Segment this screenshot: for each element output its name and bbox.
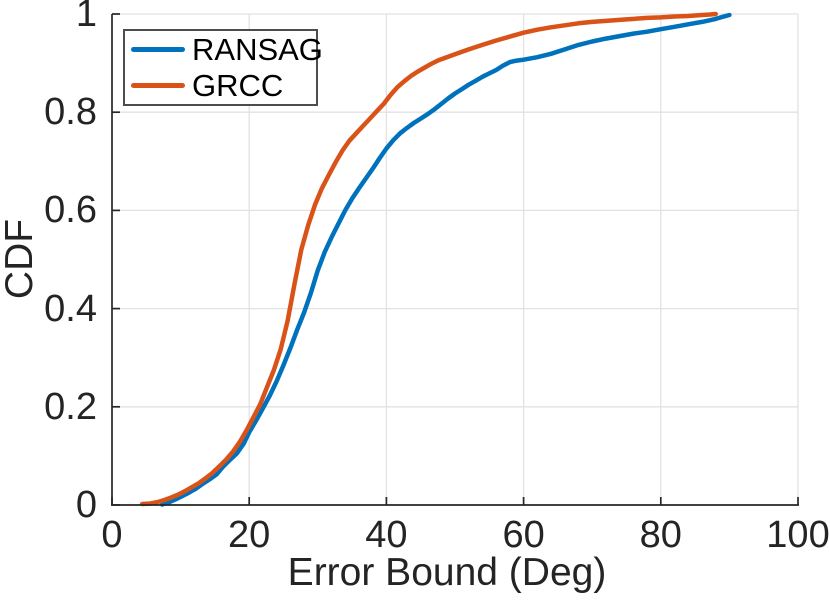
legend: RANSAG GRCC: [123, 29, 323, 106]
curve-layer: [139, 11, 732, 507]
y-tick-label: 0.4: [44, 287, 97, 330]
x-tick-label: 60: [502, 514, 545, 556]
x-tick-label: 0: [101, 514, 123, 556]
curve-grcc: [139, 11, 718, 507]
legend-line-swatch-grcc: [131, 83, 185, 89]
y-tick-label: 0: [75, 484, 97, 526]
x-tick-label: 80: [639, 514, 682, 556]
x-axis-label: Error Bound (Deg): [287, 551, 607, 594]
legend-line-swatch-ransag: [131, 46, 185, 52]
curve-ransag: [159, 12, 732, 507]
legend-label: RANSAG: [192, 31, 323, 67]
y-tick-label: 0.6: [44, 189, 97, 232]
y-tick-label: 0.2: [44, 385, 97, 428]
axis-layer: [111, 13, 799, 506]
legend-label: GRCC: [192, 68, 284, 104]
legend-item-ransag: RANSAG: [125, 32, 323, 66]
y-tick-label: 1: [75, 0, 97, 35]
x-tick-label: 40: [365, 514, 408, 556]
legend-item-grcc: GRCC: [125, 69, 316, 103]
y-axis-label: CDF: [0, 218, 41, 300]
y-tick-label: 0.8: [44, 91, 97, 134]
x-tick-label: 100: [766, 514, 830, 556]
x-tick-label: 20: [228, 514, 271, 556]
